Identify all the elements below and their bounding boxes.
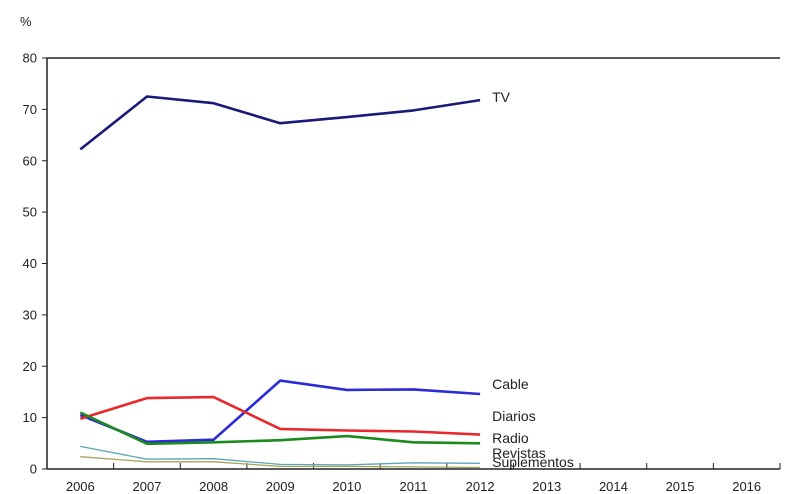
x-tick-label: 2014 — [599, 479, 628, 494]
y-tick-label: 60 — [23, 153, 37, 168]
series-lines — [79, 95, 481, 469]
y-tick-label: 70 — [23, 102, 37, 117]
series-line-cable — [79, 379, 481, 444]
y-tick-label: 30 — [23, 307, 37, 322]
x-tick-label: 2016 — [732, 479, 761, 494]
x-tick-label: 2011 — [400, 479, 428, 494]
x-tick-label: 2013 — [532, 479, 561, 494]
series-label-revistas: Revistas — [492, 445, 546, 461]
series-label-suplementos: Suplementos — [492, 454, 574, 470]
series-line-revistas — [80, 445, 481, 466]
y-tick-label: 20 — [23, 359, 37, 374]
x-tick-label: 2006 — [66, 479, 95, 494]
x-tick-label: 2008 — [199, 479, 228, 494]
x-tick-labels: 2006 2007 2008 2009 2010 2011 2012 2013 2014 2015… — [46, 463, 781, 494]
chart-axes — [46, 57, 780, 470]
y-tick-label: 80 — [23, 51, 37, 66]
series-line-suplementos — [80, 456, 481, 469]
y-tick-label: 40 — [23, 256, 37, 271]
series-line-diarios — [79, 395, 481, 436]
series-label-radio: Radio — [492, 430, 529, 446]
y-tick-label: 0 — [30, 462, 37, 477]
series-label-cable: Cable — [492, 376, 529, 392]
x-tick-label: 2010 — [332, 479, 361, 494]
series-label-diarios: Diarios — [492, 408, 536, 424]
y-tick-label: 10 — [23, 410, 37, 425]
x-tick-label: 2012 — [466, 479, 495, 494]
y-tick-labels: 0 10 20 30 40 50 60 70 80 — [23, 51, 47, 477]
x-tick-label: 2007 — [132, 479, 161, 494]
series-line-tv — [79, 95, 481, 151]
y-unit-label: % — [20, 14, 32, 29]
series-label-tv: TV — [492, 89, 511, 105]
x-tick-label: 2015 — [666, 479, 695, 494]
x-tick-label: 2009 — [266, 479, 295, 494]
series-line-radio — [79, 411, 481, 446]
y-tick-label: 50 — [23, 205, 37, 220]
